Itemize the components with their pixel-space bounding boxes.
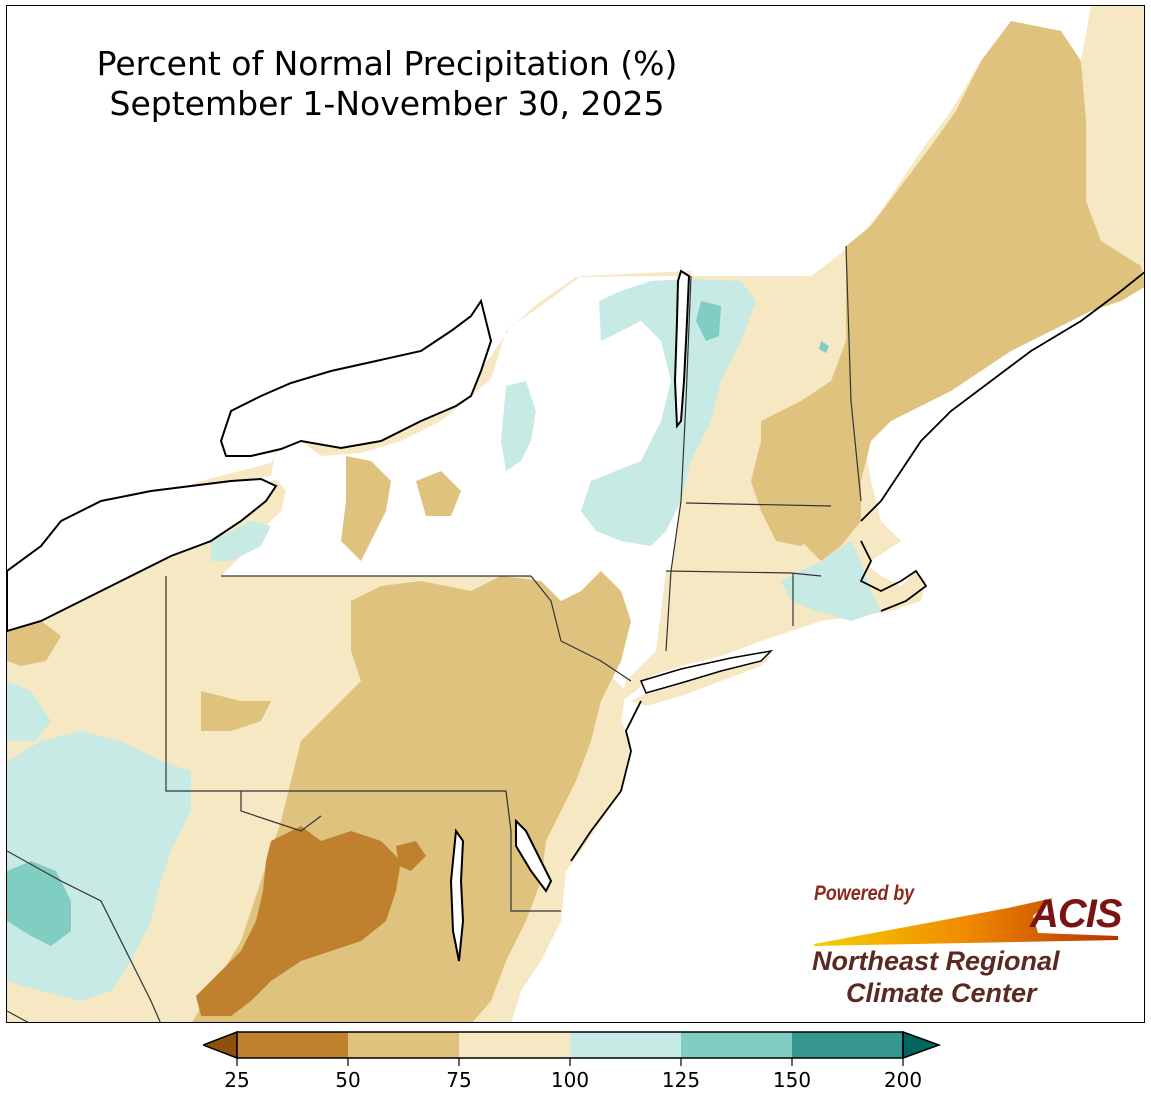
tick-label-200: 200 bbox=[883, 1068, 923, 1092]
tick-label-125: 125 bbox=[661, 1068, 701, 1092]
colorbar bbox=[203, 1030, 942, 1060]
state-borders bbox=[7, 245, 862, 1022]
colorbar-ticks bbox=[236, 1058, 904, 1066]
long-island-sound bbox=[639, 649, 774, 694]
powered-by-label: Powered by bbox=[814, 882, 915, 905]
title-line-2: September 1-November 30, 2025 bbox=[109, 84, 665, 123]
precip-25-50 bbox=[196, 826, 426, 1016]
coastline bbox=[570, 271, 1144, 862]
tick-label-75: 75 bbox=[446, 1068, 472, 1092]
org-name-line-1: Northeast Regional bbox=[812, 946, 1060, 976]
map-title: Percent of Normal Precipitation (%) Sept… bbox=[37, 44, 737, 124]
water bbox=[7, 269, 691, 962]
tick-label-100: 100 bbox=[550, 1068, 590, 1092]
map-frame: Percent of Normal Precipitation (%) Sept… bbox=[6, 5, 1145, 1023]
acis-label: ACIS bbox=[1030, 892, 1123, 936]
tick-label-150: 150 bbox=[772, 1068, 812, 1092]
precip-50-75 bbox=[7, 21, 1144, 1022]
acis-swoosh-icon bbox=[814, 898, 1118, 946]
colorbar-over-arrow bbox=[902, 1030, 942, 1060]
colorbar-under-arrow bbox=[203, 1030, 238, 1060]
tick-label-25: 25 bbox=[224, 1068, 250, 1092]
org-name-line-2: Climate Center bbox=[846, 978, 1037, 1008]
precipitation-map bbox=[7, 6, 1144, 1022]
tick-label-50: 50 bbox=[335, 1068, 361, 1092]
title-line-1: Percent of Normal Precipitation (%) bbox=[96, 44, 678, 83]
precip-125-150 bbox=[7, 301, 829, 946]
acis-nrcc-logo: Powered by ACIS Northeast Regional Clima… bbox=[808, 878, 1128, 1013]
